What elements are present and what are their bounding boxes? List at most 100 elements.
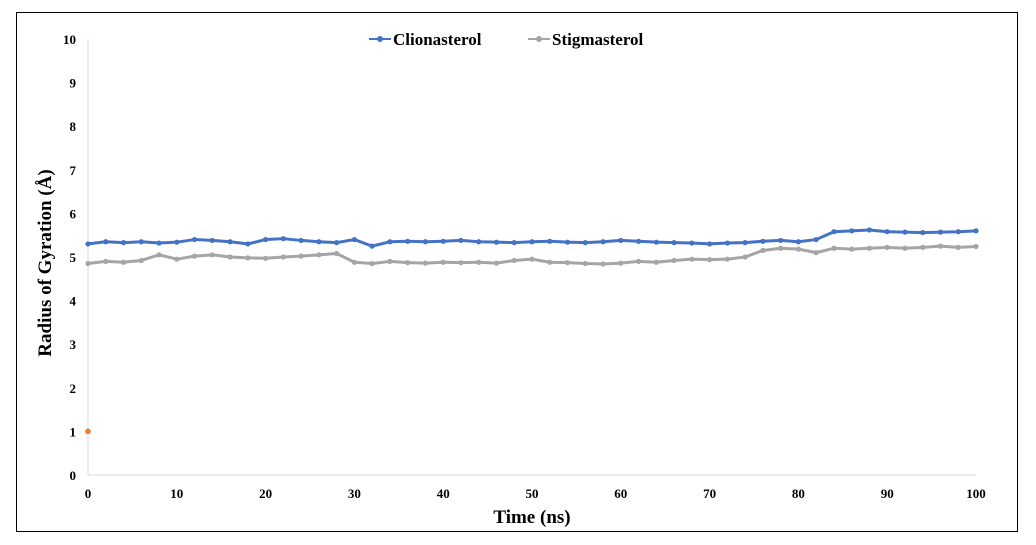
data-point — [245, 241, 251, 247]
data-point — [920, 229, 926, 236]
data-point — [547, 259, 553, 265]
plot-area — [85, 227, 979, 435]
data-point — [298, 237, 304, 244]
data-point — [653, 239, 659, 245]
data-point — [191, 236, 198, 243]
data-point — [760, 238, 766, 244]
legend-item-clionasterol: Clionasterol — [369, 30, 482, 49]
data-point — [795, 246, 802, 252]
data-point — [263, 255, 269, 261]
y-tick-label: 7 — [70, 163, 77, 178]
data-point — [511, 240, 517, 246]
data-point — [493, 239, 500, 245]
data-point — [369, 260, 375, 267]
series-stigmasterol — [85, 243, 979, 267]
x-tick-label: 60 — [614, 486, 627, 501]
data-point — [778, 245, 784, 251]
data-point — [937, 229, 944, 235]
data-point — [724, 256, 730, 262]
data-point — [227, 239, 233, 245]
data-point — [85, 260, 91, 267]
data-point — [813, 250, 819, 256]
data-point — [831, 245, 837, 251]
axes — [87, 39, 976, 476]
data-point — [635, 238, 642, 244]
data-point — [849, 246, 855, 252]
data-point — [937, 243, 944, 249]
x-tick-label: 20 — [259, 486, 272, 501]
data-point — [742, 254, 748, 260]
data-point — [955, 229, 961, 235]
x-tick-label: 70 — [703, 486, 716, 501]
data-point — [405, 238, 411, 244]
data-point — [85, 241, 91, 247]
data-point — [582, 240, 588, 246]
y-tick-label: 0 — [70, 468, 77, 483]
x-tick-label: 30 — [348, 486, 361, 501]
data-point — [849, 228, 855, 234]
data-point — [671, 240, 677, 246]
data-point — [245, 255, 251, 261]
x-tick-label: 50 — [526, 486, 539, 501]
data-point — [529, 239, 535, 245]
legend-label-stigmasterol: Stigmasterol — [552, 30, 644, 49]
data-point — [298, 253, 304, 259]
legend-label-clionasterol: Clionasterol — [393, 30, 482, 49]
data-point — [120, 259, 127, 265]
data-point — [564, 260, 571, 266]
data-point — [280, 254, 286, 260]
data-point — [511, 257, 517, 264]
legend-marker-dot-stigmasterol — [536, 36, 542, 42]
legend-marker-dot-clionasterol — [377, 36, 383, 42]
y-tick-label: 5 — [70, 250, 77, 265]
data-point — [529, 256, 535, 262]
data-point — [707, 241, 713, 247]
data-point — [582, 260, 588, 267]
y-tick-label: 4 — [70, 294, 77, 309]
data-point — [600, 239, 606, 245]
data-point — [85, 428, 91, 435]
data-point — [316, 252, 322, 258]
data-point — [351, 236, 357, 243]
data-point — [174, 256, 180, 262]
data-point — [103, 258, 109, 264]
chart-frame: 0 1 2 3 4 5 6 7 8 9 10 0 10 20 30 40 50 60 70 80 90 100 Time… — [16, 12, 1018, 532]
data-point — [760, 247, 766, 254]
x-axis-title: Time (ns) — [493, 507, 570, 528]
y-tick-label: 9 — [70, 76, 77, 91]
data-point — [689, 256, 695, 262]
data-point — [618, 237, 624, 244]
x-tick-label: 10 — [170, 486, 183, 501]
data-point — [866, 245, 873, 251]
data-point — [387, 239, 393, 245]
data-point — [707, 257, 713, 263]
legend-item-stigmasterol: Stigmasterol — [528, 30, 644, 49]
y-tick-label: 2 — [70, 381, 77, 396]
data-point — [334, 240, 340, 246]
data-point — [369, 243, 375, 249]
data-point — [209, 237, 215, 244]
y-tick-label: 10 — [63, 32, 76, 47]
series-clionasterol — [85, 227, 979, 249]
x-tick-label: 40 — [437, 486, 450, 501]
data-point — [387, 258, 393, 264]
data-point — [795, 239, 802, 245]
data-point — [866, 227, 873, 233]
data-point — [476, 259, 482, 265]
data-point — [902, 229, 908, 235]
data-point — [405, 260, 411, 266]
data-point — [955, 244, 961, 251]
data-point — [618, 260, 624, 266]
data-point — [920, 244, 926, 251]
x-tick-label: 0 — [85, 486, 92, 501]
data-point — [689, 240, 695, 246]
data-point — [884, 229, 890, 235]
data-point — [334, 250, 340, 257]
data-point — [778, 237, 784, 244]
data-point — [653, 259, 659, 265]
x-tick-label: 90 — [881, 486, 894, 501]
data-point — [120, 240, 127, 246]
y-tick-label: 3 — [70, 337, 77, 352]
data-point — [191, 253, 198, 259]
data-point — [973, 228, 979, 234]
